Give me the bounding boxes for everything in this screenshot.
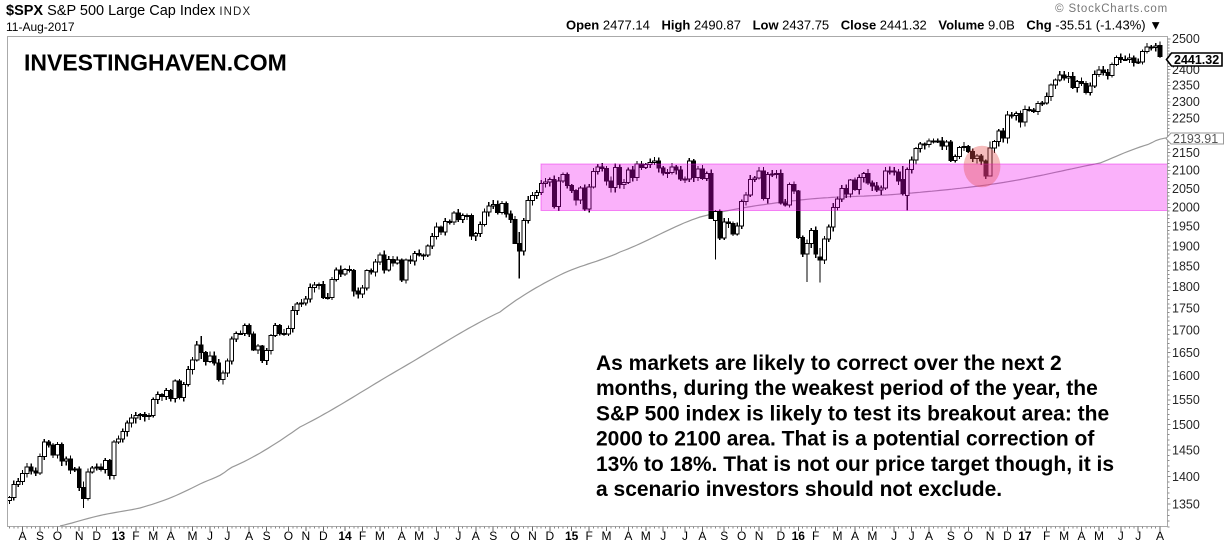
svg-text:A: A (624, 529, 632, 543)
svg-text:J: J (1135, 529, 1141, 543)
svg-text:J: J (224, 529, 230, 543)
svg-text:O: O (737, 529, 746, 543)
svg-text:A: A (698, 529, 706, 543)
svg-text:months, during the weakest per: months, during the weakest period of the… (596, 377, 1098, 400)
svg-text:2000: 2000 (1172, 201, 1200, 215)
svg-text:A: A (19, 529, 27, 543)
svg-text:J: J (660, 529, 666, 543)
svg-text:A: A (1078, 529, 1086, 543)
svg-text:1700: 1700 (1172, 323, 1200, 337)
svg-text:F: F (359, 529, 366, 543)
svg-text:© StockCharts.com: © StockCharts.com (1055, 3, 1168, 15)
svg-text:D: D (1003, 529, 1012, 543)
svg-text:J: J (891, 529, 897, 543)
svg-text:O: O (964, 529, 973, 543)
svg-text:M: M (1094, 529, 1104, 543)
svg-text:A: A (167, 529, 175, 543)
svg-text:2300: 2300 (1172, 95, 1200, 109)
svg-text:N: N (986, 529, 995, 543)
svg-text:D: D (319, 529, 328, 543)
svg-text:D: D (777, 529, 786, 543)
svg-text:$SPX S&P 500 Large Cap Index I: $SPX S&P 500 Large Cap Index INDX (6, 3, 251, 19)
svg-text:2150: 2150 (1172, 146, 1200, 160)
svg-text:S: S (720, 529, 728, 543)
svg-text:M: M (1059, 529, 1069, 543)
svg-text:1900: 1900 (1172, 239, 1200, 253)
svg-text:N: N (755, 529, 764, 543)
svg-text:1550: 1550 (1172, 393, 1200, 407)
svg-text:M: M (641, 529, 651, 543)
svg-text:As markets are likely to corre: As markets are likely to correct over th… (596, 352, 1062, 375)
svg-text:M: M (148, 529, 158, 543)
svg-text:J: J (1118, 529, 1124, 543)
svg-text:14: 14 (338, 529, 352, 543)
svg-text:2193.91: 2193.91 (1173, 132, 1218, 146)
svg-text:M: M (414, 529, 424, 543)
svg-text:1400: 1400 (1172, 470, 1200, 484)
svg-text:A: A (398, 529, 406, 543)
svg-text:a scenario investors should no: a scenario investors should not exclude. (596, 478, 1002, 501)
svg-text:F: F (812, 529, 819, 543)
svg-text:D: D (92, 529, 101, 543)
svg-text:2350: 2350 (1172, 79, 1200, 93)
svg-text:1650: 1650 (1172, 346, 1200, 360)
svg-text:1500: 1500 (1172, 418, 1200, 432)
svg-text:D: D (546, 529, 555, 543)
svg-text:S: S (947, 529, 955, 543)
svg-text:16: 16 (792, 529, 806, 543)
svg-text:1800: 1800 (1172, 280, 1200, 294)
svg-text:13% to 18%. That is not our pr: 13% to 18%. That is not our price target… (596, 453, 1114, 476)
svg-text:1950: 1950 (1172, 220, 1200, 234)
svg-text:F: F (585, 529, 592, 543)
svg-text:M: M (867, 529, 877, 543)
svg-text:O: O (53, 529, 62, 543)
svg-text:N: N (75, 529, 84, 543)
svg-text:M: M (188, 529, 198, 543)
svg-text:2250: 2250 (1172, 112, 1200, 126)
svg-text:1750: 1750 (1172, 301, 1200, 315)
svg-text:M: M (602, 529, 612, 543)
svg-text:S: S (263, 529, 271, 543)
svg-text:2100: 2100 (1172, 164, 1200, 178)
svg-text:A: A (472, 529, 480, 543)
svg-text:1600: 1600 (1172, 369, 1200, 383)
svg-text:17: 17 (1018, 529, 1032, 543)
svg-text:Open 2477.14 High 2490.87 Low: Open 2477.14 High 2490.87 Low 2437.75 Cl… (566, 18, 1162, 33)
svg-text:J: J (909, 529, 915, 543)
svg-text:1850: 1850 (1172, 259, 1200, 273)
svg-text:1350: 1350 (1172, 497, 1200, 511)
svg-text:O: O (284, 529, 293, 543)
svg-text:2000 to 2100 area. That is a p: 2000 to 2100 area. That is a potential c… (596, 428, 1095, 451)
svg-text:2500: 2500 (1172, 32, 1200, 46)
svg-text:INVESTINGHAVEN.COM: INVESTINGHAVEN.COM (24, 50, 287, 76)
svg-text:2441.32: 2441.32 (1174, 53, 1219, 67)
svg-text:15: 15 (565, 529, 579, 543)
svg-text:J: J (207, 529, 213, 543)
svg-text:11-Aug-2017: 11-Aug-2017 (6, 20, 75, 34)
svg-text:S: S (36, 529, 44, 543)
svg-text:J: J (434, 529, 440, 543)
svg-text:13: 13 (112, 529, 126, 543)
svg-text:F: F (132, 529, 139, 543)
svg-text:O: O (510, 529, 519, 543)
svg-text:A: A (1156, 529, 1164, 543)
svg-text:N: N (302, 529, 311, 543)
svg-text:F: F (1043, 529, 1050, 543)
svg-text:N: N (528, 529, 537, 543)
svg-text:A: A (925, 529, 933, 543)
svg-text:A: A (851, 529, 859, 543)
svg-text:M: M (833, 529, 843, 543)
svg-text:1450: 1450 (1172, 443, 1200, 457)
svg-text:J: J (682, 529, 688, 543)
svg-text:S&P 500 index is likely to tes: S&P 500 index is likely to test its brea… (596, 402, 1109, 425)
svg-text:2050: 2050 (1172, 182, 1200, 196)
svg-text:S: S (489, 529, 497, 543)
svg-text:M: M (375, 529, 385, 543)
svg-text:J: J (455, 529, 461, 543)
svg-text:A: A (245, 529, 253, 543)
